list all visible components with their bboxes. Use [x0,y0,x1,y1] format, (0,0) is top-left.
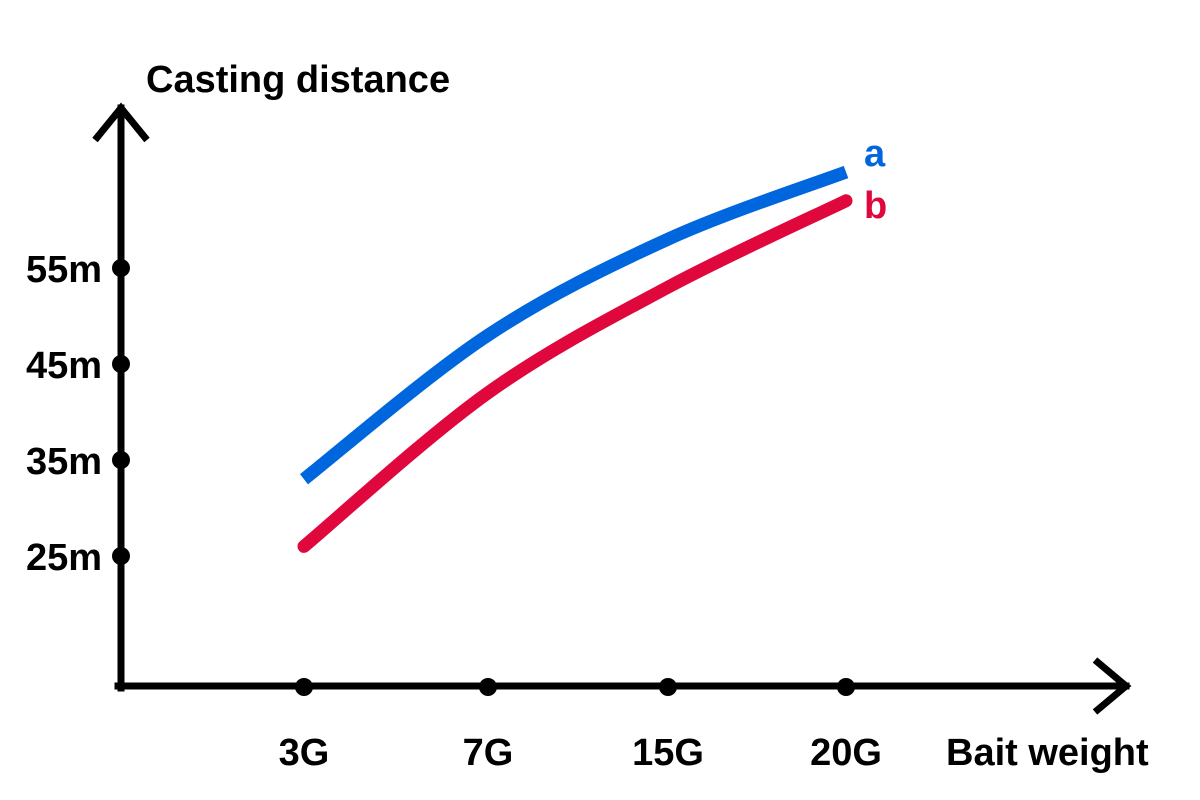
x-tick-label: 15G [632,732,704,774]
x-axis-title: Bait weight [946,732,1149,774]
y-axis-arrow [92,102,150,143]
y-tick-label: 45m [26,345,102,387]
x-tick-dot [659,678,677,696]
x-tick-dot [295,678,313,696]
y-tick-label: 55m [26,249,102,291]
y-tick-label: 25m [26,537,102,579]
x-tick-label: 3G [279,732,330,774]
y-tick-label: 35m [26,441,102,483]
series-label-b: b [864,185,887,227]
series-layer: ab [297,133,887,553]
y-tick-dot [112,547,130,565]
y-tick-dot [112,451,130,469]
ticks-layer: 25m 35m 45m 55m 3G 7G 15G 20G [26,249,882,774]
series-line-a [299,165,849,485]
x-axis-arrow [1092,657,1132,715]
x-tick-label: 20G [810,732,882,774]
y-axis-title: Casting distance [146,59,450,101]
series-line-b [297,194,853,553]
x-tick-dot [479,678,497,696]
series-label-a: a [864,133,886,175]
x-tick-label: 7G [463,732,514,774]
y-tick-dot [112,355,130,373]
x-tick-dot [837,678,855,696]
y-tick-dot [112,259,130,277]
